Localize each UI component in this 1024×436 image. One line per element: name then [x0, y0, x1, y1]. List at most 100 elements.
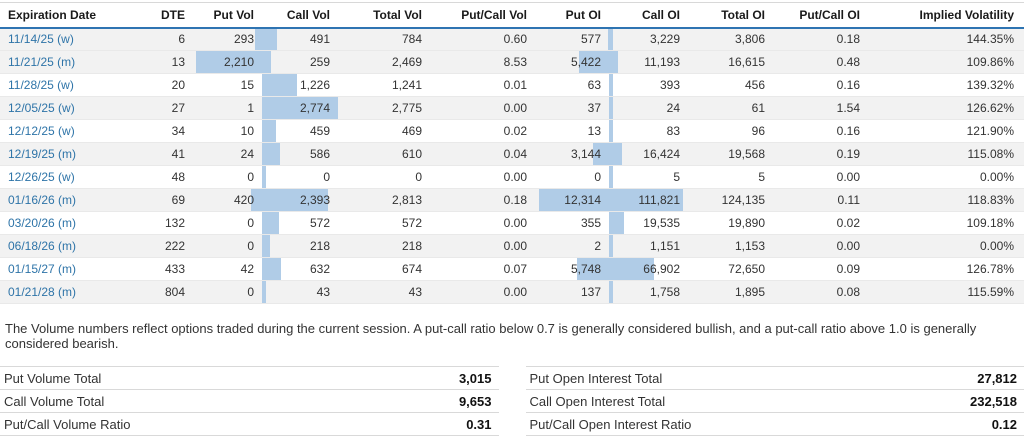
call-vol-cell: 491 — [264, 28, 340, 51]
iv-cell: 139.32% — [870, 74, 1024, 97]
call-vol-bar — [264, 235, 270, 257]
put-vol-value: 0 — [247, 216, 254, 230]
dte-cell: 20 — [130, 74, 195, 97]
put-oi-value: 3,144 — [571, 147, 601, 161]
put-oi-value: 577 — [581, 32, 601, 46]
call-oi-cell: 11,193 — [611, 51, 690, 74]
dte-value: 433 — [165, 262, 185, 276]
pc-oi-cell: 1.54 — [775, 97, 870, 120]
call-vol-value: 632 — [310, 262, 330, 276]
put-oi-value: 5,748 — [571, 262, 601, 276]
call-vol-bar — [264, 74, 297, 96]
dte-cell: 804 — [130, 281, 195, 304]
pc-vol-value: 0.00 — [504, 285, 527, 299]
expiration-date-link[interactable]: 01/16/26 (m) — [8, 193, 76, 207]
put-vol-value: 0 — [247, 285, 254, 299]
total-vol-value: 469 — [402, 124, 422, 138]
expiration-date-link[interactable]: 11/21/25 (m) — [8, 55, 75, 69]
total-vol-cell: 218 — [340, 235, 432, 258]
call-vol-bar — [264, 51, 271, 73]
call-oi-bar — [611, 235, 613, 257]
date-cell: 11/28/25 (w) — [0, 74, 130, 97]
col-header-put-call-vol: Put/Call Vol — [432, 3, 537, 28]
put-vol-cell: 293 — [195, 28, 264, 51]
col-header-total-vol: Total Vol — [340, 3, 432, 28]
call-vol-cell: 459 — [264, 120, 340, 143]
iv-value: 118.83% — [968, 193, 1014, 207]
total-oi-value: 1,895 — [735, 285, 765, 299]
expiration-date-link[interactable]: 12/26/25 (w) — [8, 170, 75, 184]
pc-vol-cell: 0.00 — [432, 235, 537, 258]
pc-oi-value: 0.18 — [837, 32, 860, 46]
expiration-date-link[interactable]: 11/28/25 (w) — [8, 78, 74, 92]
pc-oi-cell: 0.02 — [775, 212, 870, 235]
expiration-date-link[interactable]: 01/21/28 (m) — [8, 285, 76, 299]
expiration-date-link[interactable]: 12/19/25 (m) — [8, 147, 76, 161]
call-oi-value: 393 — [660, 78, 680, 92]
total-oi-value: 96 — [752, 124, 765, 138]
pc-oi-value: 0.48 — [837, 55, 860, 69]
call-vol-value: 43 — [317, 285, 330, 299]
pc-oi-value: 0.11 — [838, 193, 860, 207]
call-vol-cell: 2,393 — [264, 189, 340, 212]
pc-oi-cell: 0.18 — [775, 28, 870, 51]
expiration-date-link[interactable]: 01/15/27 (m) — [8, 262, 76, 276]
call-oi-bar — [611, 74, 613, 96]
total-vol-value: 572 — [402, 216, 422, 230]
total-oi-cell: 1,153 — [690, 235, 775, 258]
call-vol-bar — [264, 281, 266, 303]
put-volume-total-label: Put Volume Total — [0, 367, 383, 390]
total-oi-cell: 1,895 — [690, 281, 775, 304]
dte-value: 27 — [172, 101, 185, 115]
date-cell: 12/19/25 (m) — [0, 143, 130, 166]
iv-value: 139.32% — [967, 78, 1014, 92]
put-oi-value: 5,422 — [571, 55, 601, 69]
call-oi-value: 3,229 — [650, 32, 680, 46]
pc-vol-value: 0.07 — [504, 262, 527, 276]
call-oi-cell: 19,535 — [611, 212, 690, 235]
total-oi-cell: 19,890 — [690, 212, 775, 235]
total-oi-cell: 72,650 — [690, 258, 775, 281]
call-vol-value: 586 — [310, 147, 330, 161]
put-vol-cell: 0 — [195, 235, 264, 258]
iv-value: 126.62% — [967, 101, 1014, 115]
call-vol-value: 459 — [310, 124, 330, 138]
pc-oi-cell: 0.08 — [775, 281, 870, 304]
expiration-date-link[interactable]: 12/05/25 (w) — [8, 101, 75, 115]
total-oi-cell: 3,806 — [690, 28, 775, 51]
call-oi-cell: 1,151 — [611, 235, 690, 258]
expiration-date-link[interactable]: 12/12/25 (w) — [8, 124, 75, 138]
put-vol-cell: 420 — [195, 189, 264, 212]
put-oi-cell: 577 — [537, 28, 611, 51]
put-vol-cell: 0 — [195, 166, 264, 189]
pc-oi-cell: 0.48 — [775, 51, 870, 74]
pc-oi-value: 0.16 — [837, 124, 860, 138]
total-oi-value: 16,615 — [728, 55, 765, 69]
total-vol-value: 2,813 — [392, 193, 422, 207]
dte-value: 222 — [165, 239, 185, 253]
call-oi-bar — [611, 143, 622, 165]
dte-cell: 13 — [130, 51, 195, 74]
iv-cell: 126.78% — [870, 258, 1024, 281]
total-vol-cell: 674 — [340, 258, 432, 281]
call-vol-value: 1,226 — [300, 78, 330, 92]
iv-cell: 126.62% — [870, 97, 1024, 120]
col-header-dte: DTE — [130, 3, 195, 28]
call-oi-value: 111,821 — [638, 193, 680, 207]
col-header-call-oi: Call OI — [611, 3, 690, 28]
put-call-volume-ratio-value: 0.31 — [383, 413, 499, 436]
expiration-date-link[interactable]: 03/20/26 (m) — [8, 216, 76, 230]
call-oi-value: 1,151 — [650, 239, 680, 253]
expiration-date-link[interactable]: 11/14/25 (w) — [8, 32, 74, 46]
total-oi-value: 5 — [758, 170, 765, 184]
date-cell: 03/20/26 (m) — [0, 212, 130, 235]
expiration-date-link[interactable]: 06/18/26 (m) — [8, 239, 76, 253]
call-vol-cell: 586 — [264, 143, 340, 166]
